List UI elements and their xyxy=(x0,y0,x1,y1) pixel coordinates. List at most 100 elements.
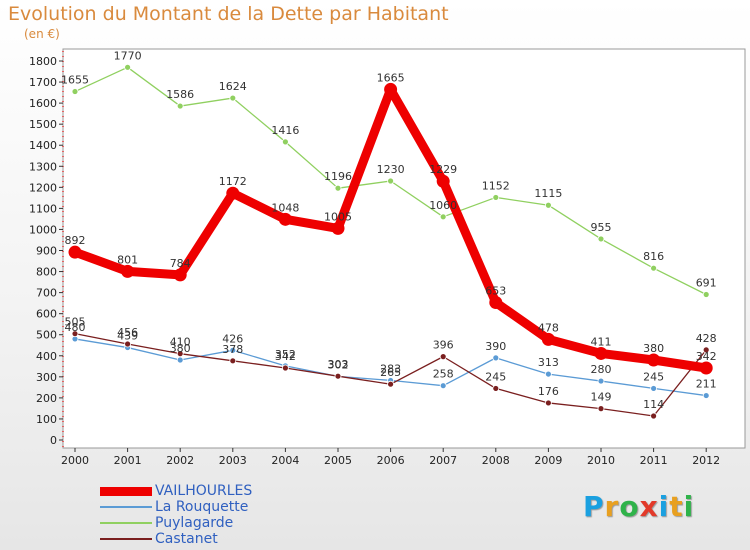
y-tick-label: 900 xyxy=(36,245,57,258)
y-tick-label: 700 xyxy=(36,287,57,300)
data-point xyxy=(281,364,289,372)
data-label: 1060 xyxy=(429,199,457,212)
data-label: 211 xyxy=(696,378,717,391)
data-point xyxy=(71,330,79,338)
data-label: 1230 xyxy=(377,163,405,176)
data-label: 396 xyxy=(433,339,454,352)
data-label: 1655 xyxy=(61,74,89,87)
data-point xyxy=(384,82,398,96)
data-label: 1048 xyxy=(271,201,299,214)
data-point xyxy=(229,346,237,354)
data-point xyxy=(545,399,552,407)
x-tick-label: 2005 xyxy=(324,454,352,467)
chart-subtitle: (en €) xyxy=(24,27,60,41)
data-point xyxy=(226,186,240,200)
data-point xyxy=(597,405,605,413)
proxiti-logo: Proxiti xyxy=(583,490,694,523)
data-point xyxy=(489,296,503,310)
data-label: 245 xyxy=(643,370,664,383)
data-point xyxy=(702,346,710,354)
data-label: 505 xyxy=(65,316,86,329)
data-label: 1152 xyxy=(482,179,510,192)
x-tick-label: 2011 xyxy=(640,454,668,467)
y-tick-label: 400 xyxy=(36,350,57,363)
logo-letter: r xyxy=(604,490,620,523)
y-tick-label: 1100 xyxy=(29,202,57,215)
data-label: 303 xyxy=(328,358,349,371)
data-point xyxy=(545,201,552,209)
legend-item: Castanet xyxy=(100,531,252,547)
x-tick-label: 2007 xyxy=(429,454,457,467)
data-label: 801 xyxy=(117,253,138,266)
data-label: 653 xyxy=(485,285,506,298)
data-label: 1229 xyxy=(429,163,457,176)
data-label: 1172 xyxy=(219,175,247,188)
data-label: 480 xyxy=(65,321,86,334)
data-label: 380 xyxy=(170,342,191,355)
y-tick-label: 600 xyxy=(36,308,57,321)
data-label: 380 xyxy=(643,342,664,355)
data-label: 302 xyxy=(328,358,349,371)
data-label: 411 xyxy=(591,335,612,348)
x-tick-label: 2002 xyxy=(166,454,194,467)
x-tick-label: 2000 xyxy=(61,454,89,467)
y-tick-label: 1200 xyxy=(29,181,57,194)
data-label: 892 xyxy=(65,234,86,247)
data-point xyxy=(492,354,500,362)
data-label: 816 xyxy=(643,250,664,263)
data-point xyxy=(71,88,79,95)
data-label: 478 xyxy=(538,321,559,334)
data-label: 1416 xyxy=(271,124,299,137)
data-label: 410 xyxy=(170,336,191,349)
data-label: 245 xyxy=(485,370,506,383)
data-label: 1196 xyxy=(324,170,352,183)
data-label: 352 xyxy=(275,348,296,361)
data-point xyxy=(702,392,710,399)
data-point xyxy=(229,357,237,365)
logo-letter: i xyxy=(658,490,670,523)
data-label: 283 xyxy=(380,362,401,375)
data-point xyxy=(278,212,292,226)
y-tick-label: 1300 xyxy=(29,160,57,173)
x-tick-label: 2010 xyxy=(587,454,615,467)
x-tick-label: 2008 xyxy=(482,454,510,467)
x-tick-label: 2006 xyxy=(377,454,405,467)
data-point xyxy=(439,382,447,390)
data-label: 456 xyxy=(117,326,138,339)
data-point xyxy=(331,221,345,235)
y-tick-label: 1600 xyxy=(29,97,57,110)
y-tick-label: 1000 xyxy=(29,223,57,236)
y-tick-label: 100 xyxy=(36,413,57,426)
data-label: 149 xyxy=(591,391,612,404)
data-label: 1624 xyxy=(219,80,247,93)
logo-letter: i xyxy=(683,490,695,523)
logo-letter: o xyxy=(619,490,640,523)
data-label: 955 xyxy=(591,221,612,234)
y-tick-label: 0 xyxy=(50,434,57,447)
data-label: 1665 xyxy=(377,71,405,84)
data-label: 1586 xyxy=(166,88,194,101)
data-point xyxy=(597,377,605,385)
data-point xyxy=(597,235,605,243)
data-label: 313 xyxy=(538,356,559,369)
y-tick-label: 500 xyxy=(36,329,57,342)
data-point xyxy=(334,372,342,380)
data-label: 1115 xyxy=(534,187,562,200)
legend-label: Castanet xyxy=(155,531,218,547)
x-tick-label: 2004 xyxy=(271,454,299,467)
data-point xyxy=(68,245,82,259)
logo-letter: t xyxy=(669,490,684,523)
data-point xyxy=(699,361,713,375)
data-label: 342 xyxy=(696,350,717,363)
data-label: 280 xyxy=(591,363,612,376)
data-point xyxy=(124,63,131,71)
y-tick-label: 800 xyxy=(36,266,57,279)
data-point xyxy=(650,264,657,272)
data-point xyxy=(173,268,187,282)
data-point xyxy=(439,213,447,221)
data-label: 176 xyxy=(538,385,559,398)
data-point xyxy=(176,102,184,110)
legend-swatch xyxy=(100,506,152,508)
y-tick-label: 1400 xyxy=(29,139,57,152)
